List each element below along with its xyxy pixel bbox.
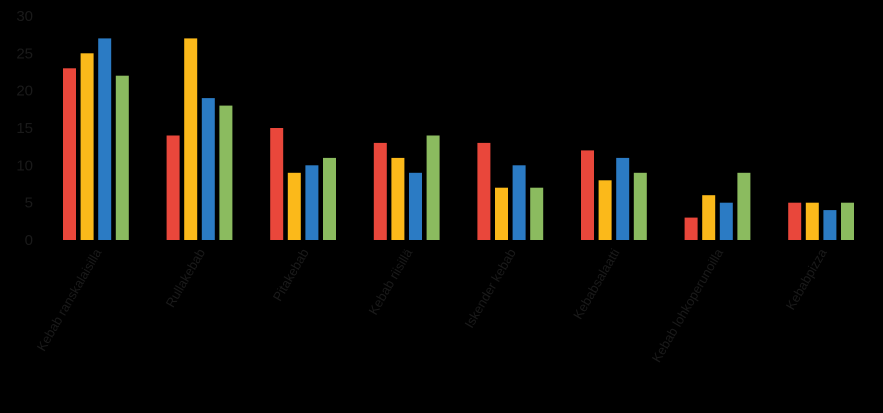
bar	[512, 165, 526, 240]
bar	[409, 172, 422, 240]
y-axis: 0 5 10 15 20 25 30	[16, 8, 33, 249]
bar	[684, 217, 698, 240]
bar	[616, 157, 630, 240]
x-tick-label: Rullakebab	[163, 246, 209, 310]
bar-group	[788, 202, 854, 240]
y-tick-label: 5	[25, 195, 33, 212]
x-tick-label: Kebabsalaatti	[570, 246, 622, 322]
x-tick-label: Kebab lohkoperunoilla	[649, 245, 727, 365]
bar	[80, 53, 94, 240]
y-tick-label: 10	[16, 157, 33, 174]
bar-group	[581, 150, 647, 240]
bar	[477, 142, 491, 240]
bar-group	[684, 172, 751, 240]
bar	[201, 98, 215, 240]
x-tick-label: Kebabpizza	[783, 245, 830, 312]
bar	[530, 187, 544, 240]
bar	[788, 202, 802, 240]
y-tick-label: 30	[16, 8, 33, 25]
bar	[305, 165, 319, 240]
bar-group	[63, 38, 129, 241]
bar	[841, 202, 854, 240]
bars-group	[63, 38, 854, 241]
bar	[373, 142, 387, 240]
bar-group	[270, 128, 336, 240]
x-tick-label: Kebab ranskalaisilla	[34, 245, 105, 353]
bar	[823, 210, 837, 240]
bar	[702, 195, 716, 240]
bar	[184, 38, 198, 241]
bar-group	[477, 142, 544, 240]
bar	[115, 75, 129, 240]
bar	[426, 135, 440, 240]
bar-group	[166, 38, 233, 241]
y-tick-label: 0	[25, 232, 33, 249]
bar	[219, 105, 233, 240]
bar-group	[373, 135, 440, 240]
bar	[495, 187, 508, 240]
bar	[323, 157, 336, 240]
bar	[166, 135, 180, 240]
bar	[98, 38, 112, 241]
bar	[270, 128, 284, 240]
x-tick-label: Kebab riisillä	[365, 245, 415, 317]
x-tick-label: Pitakebab	[270, 246, 312, 304]
bar	[737, 172, 751, 240]
bar	[287, 172, 301, 240]
bar	[719, 202, 733, 240]
x-axis: Kebab ranskalaisilla Rullakebab Pitakebab K…	[34, 245, 830, 365]
bar	[63, 68, 76, 240]
x-tick-label: Iskender kebab	[461, 246, 518, 330]
bar	[805, 202, 819, 240]
y-tick-label: 15	[16, 120, 33, 137]
y-tick-label: 20	[16, 83, 33, 100]
bar	[598, 180, 612, 240]
bar	[581, 150, 594, 240]
bar	[391, 157, 405, 240]
y-tick-label: 25	[16, 45, 33, 62]
bar	[633, 172, 647, 240]
